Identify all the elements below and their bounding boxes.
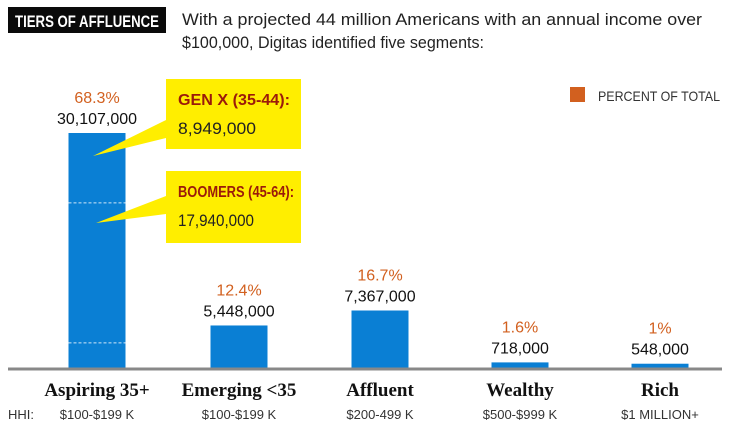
bar-4 [631, 363, 689, 368]
category-label-2: Affluent [346, 380, 414, 401]
hhi-label: HHI: [8, 407, 34, 422]
percent-label-4: 1% [648, 321, 671, 338]
percent-label-3: 1.6% [502, 319, 538, 336]
bar-3 [491, 362, 549, 368]
value-label-1: 5,448,000 [203, 303, 274, 320]
percent-label-0: 68.3% [74, 90, 119, 107]
percent-label-2: 16.7% [357, 267, 402, 284]
callout-gen-x [166, 79, 301, 149]
bar-2 [351, 310, 409, 368]
income-range-label-3: $500-$999 K [483, 407, 558, 422]
callout-pointer-gen-x [93, 120, 166, 156]
category-label-4: Rich [641, 380, 679, 401]
callout-gen-x-value: 8,949,000 [178, 119, 256, 138]
value-label-4: 548,000 [631, 342, 689, 359]
income-range-label-1: $100-$199 K [202, 407, 277, 422]
percent-label-1: 12.4% [216, 282, 261, 299]
legend-label: PERCENT OF TOTAL [598, 88, 720, 104]
value-label-0: 30,107,000 [57, 111, 137, 128]
title-badge-text: TIERS OF AFFLUENCE [15, 12, 159, 31]
callout-gen-x-title: GEN X (35-44): [178, 92, 290, 109]
callout-pointer-boomers [96, 196, 166, 223]
category-label-1: Emerging <35 [182, 380, 297, 401]
income-range-label-2: $200-499 K [346, 407, 414, 422]
intro-line-2: $100,000, Digitas identified five segmen… [182, 33, 484, 52]
income-range-label-0: $100-$199 K [60, 407, 135, 422]
title-badge [8, 7, 166, 33]
value-label-2: 7,367,000 [344, 288, 415, 305]
bar-1 [210, 325, 268, 368]
income-range-label-4: $1 MILLION+ [621, 407, 699, 422]
callout-boomers-value: 17,940,000 [178, 211, 254, 230]
category-label-3: Wealthy [486, 380, 554, 401]
value-label-3: 718,000 [491, 340, 549, 357]
intro-line-1: With a projected 44 million Americans wi… [182, 10, 702, 29]
legend-swatch [570, 87, 585, 102]
callout-boomers [166, 171, 301, 243]
category-label-0: Aspiring 35+ [44, 380, 149, 401]
callout-boomers-title: BOOMERS (45-64): [178, 184, 294, 201]
bar-0 [68, 133, 126, 368]
